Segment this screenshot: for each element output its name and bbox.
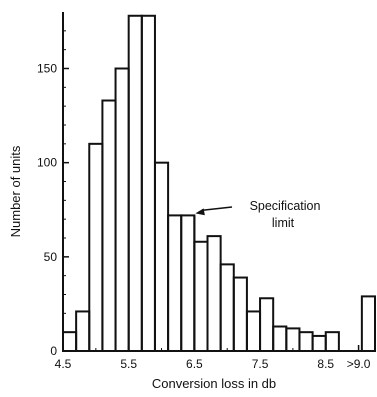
y-tick-label: 100	[37, 156, 57, 170]
y-axis-ticks: 0 50 100 150	[37, 30, 69, 358]
axes	[62, 12, 375, 352]
x-axis-ticks: 4.5 5.5 6.5 7.5 8.5 >9.0	[55, 345, 371, 371]
histogram-bar	[259, 297, 275, 352]
histogram-bar	[245, 310, 262, 353]
annotation-arrow-line	[201, 206, 233, 212]
histogram-bar	[298, 331, 314, 352]
histogram-bar	[272, 325, 288, 352]
histogram-bar	[232, 276, 248, 352]
plot-area: 0 50 100 150 4.5 5.5 6.5 7.5 8.5 >9.0	[37, 12, 377, 371]
histogram-bar	[140, 14, 156, 353]
y-tick-label: 150	[37, 62, 57, 76]
annotation-arrow-head	[195, 208, 205, 216]
histogram-bars	[62, 14, 377, 353]
y-tick-label: 50	[44, 250, 58, 264]
histogram-bar	[101, 99, 117, 353]
histogram-bar	[206, 235, 222, 352]
y-tick-label: 0	[50, 344, 57, 358]
y-axis-label: Number of units	[8, 145, 23, 237]
histogram-bar	[193, 240, 209, 352]
histogram-bar	[127, 14, 143, 353]
histogram-bar	[62, 331, 78, 352]
histogram-bar	[219, 263, 235, 352]
histogram-bar	[360, 295, 377, 352]
histogram-bar	[285, 327, 301, 352]
x-tick-label: 5.5	[120, 357, 137, 371]
specification-limit-annotation: Specification limit	[195, 199, 320, 230]
x-tick-label: >9.0	[347, 357, 371, 371]
annotation-label-line-2: limit	[272, 216, 295, 230]
histogram-bar	[75, 310, 91, 353]
histogram-bar	[153, 161, 170, 352]
histogram-bar	[180, 214, 196, 352]
histogram-bar	[311, 334, 327, 352]
histogram-bar	[167, 214, 183, 352]
histogram-bar	[88, 142, 104, 352]
histogram-bar	[114, 67, 130, 352]
x-tick-label: 7.5	[252, 357, 269, 371]
x-tick-label: 6.5	[186, 357, 203, 371]
x-tick-label: 4.5	[55, 357, 72, 371]
x-tick-label: 8.5	[317, 357, 334, 371]
x-axis-label: Conversion loss in db	[152, 376, 276, 391]
histogram-bar	[324, 331, 340, 352]
annotation-label-line-1: Specification	[250, 199, 321, 213]
